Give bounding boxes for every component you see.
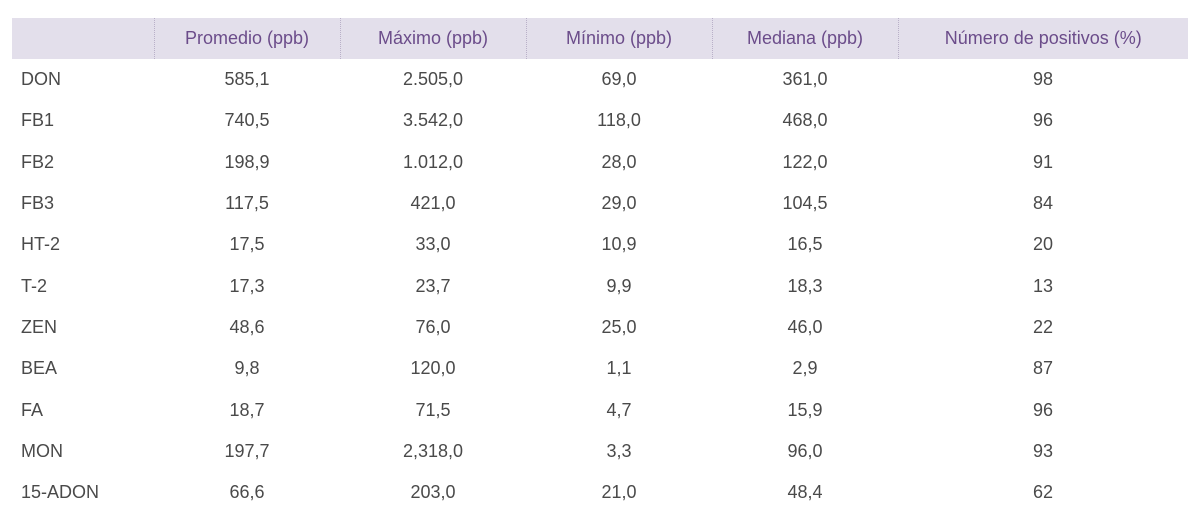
cell-minimo: 4,7 bbox=[606, 399, 632, 420]
table-header-row: Promedio (ppb) Máximo (ppb) Mínimo (ppb)… bbox=[12, 18, 1188, 59]
cell-minimo: 10,9 bbox=[601, 234, 637, 255]
cell-promedio: 585,1 bbox=[224, 69, 270, 90]
table-row: ZEN 48,6 76,0 25,0 46,0 22 bbox=[12, 307, 1188, 348]
cell-positivos: 93 bbox=[1032, 440, 1054, 461]
table-row: DON 585,1 2.505,0 69,0 361,0 98 bbox=[12, 59, 1188, 100]
cell-positivos: 20 bbox=[1032, 234, 1054, 255]
cell-promedio: 17,5 bbox=[229, 234, 265, 255]
cell-mediana: 18,3 bbox=[787, 275, 823, 296]
cell-positivos: 84 bbox=[1032, 193, 1054, 214]
cell-maximo: 203,0 bbox=[410, 482, 456, 503]
cell-minimo: 28,0 bbox=[601, 151, 637, 172]
cell-positivos: 98 bbox=[1032, 69, 1054, 90]
table-row: FA 18,7 71,5 4,7 15,9 96 bbox=[12, 389, 1188, 430]
cell-promedio: 117,5 bbox=[225, 193, 269, 214]
cell-minimo: 21,0 bbox=[601, 482, 637, 503]
cell-minimo: 29,0 bbox=[601, 193, 637, 214]
cell-maximo: 120,0 bbox=[410, 358, 456, 379]
cell-mediana: 96,0 bbox=[787, 440, 823, 461]
cell-mycotoxin: FA bbox=[21, 399, 44, 420]
header-maximo: Máximo (ppb) bbox=[339, 18, 526, 59]
cell-minimo: 9,9 bbox=[606, 275, 632, 296]
cell-mycotoxin: 15-ADON bbox=[21, 482, 100, 503]
table-row: 15-ADON 66,6 203,0 21,0 48,4 62 bbox=[12, 472, 1188, 513]
cell-mycotoxin: HT-2 bbox=[21, 234, 61, 255]
cell-promedio: 197,7 bbox=[224, 440, 270, 461]
table-row: HT-2 17,5 33,0 10,9 16,5 20 bbox=[12, 224, 1188, 265]
cell-mycotoxin: BEA bbox=[21, 358, 58, 379]
table-row: FB1 740,5 3.542,0 118,0 468,0 96 bbox=[12, 100, 1188, 141]
cell-maximo: 23,7 bbox=[415, 275, 451, 296]
header-mediana: Mediana (ppb) bbox=[711, 18, 898, 59]
cell-mycotoxin: FB2 bbox=[21, 151, 55, 172]
table-row: BEA 9,8 120,0 1,1 2,9 87 bbox=[12, 348, 1188, 389]
cell-minimo: 3,3 bbox=[606, 440, 632, 461]
cell-mediana: 16,5 bbox=[787, 234, 823, 255]
cell-promedio: 66,6 bbox=[229, 482, 265, 503]
header-mycotoxin bbox=[12, 18, 154, 59]
cell-minimo: 25,0 bbox=[601, 316, 637, 337]
cell-mediana: 15,9 bbox=[787, 399, 823, 420]
cell-maximo: 71,5 bbox=[415, 399, 451, 420]
cell-mediana: 48,4 bbox=[787, 482, 823, 503]
cell-mycotoxin: T-2 bbox=[21, 275, 48, 296]
cell-positivos: 62 bbox=[1032, 482, 1054, 503]
table-row: T-2 17,3 23,7 9,9 18,3 13 bbox=[12, 265, 1188, 306]
cell-positivos: 22 bbox=[1032, 316, 1054, 337]
cell-maximo: 2.505,0 bbox=[402, 69, 464, 90]
header-minimo: Mínimo (ppb) bbox=[525, 18, 712, 59]
cell-maximo: 33,0 bbox=[415, 234, 451, 255]
mycotoxin-table-container: Promedio (ppb) Máximo (ppb) Mínimo (ppb)… bbox=[12, 18, 1188, 513]
cell-promedio: 740,5 bbox=[224, 110, 270, 131]
cell-mediana: 2,9 bbox=[792, 358, 818, 379]
cell-mediana: 361,0 bbox=[782, 69, 828, 90]
cell-mediana: 468,0 bbox=[782, 110, 828, 131]
cell-promedio: 198,9 bbox=[224, 151, 270, 172]
cell-promedio: 48,6 bbox=[229, 316, 265, 337]
cell-positivos: 96 bbox=[1032, 110, 1054, 131]
cell-promedio: 17,3 bbox=[229, 275, 265, 296]
header-positivos: Número de positivos (%) bbox=[897, 18, 1188, 59]
mycotoxin-table: Promedio (ppb) Máximo (ppb) Mínimo (ppb)… bbox=[12, 18, 1188, 513]
table-body: DON 585,1 2.505,0 69,0 361,0 98 FB1 740,5 3.542,… bbox=[12, 59, 1188, 513]
table-row: FB3 117,5 421,0 29,0 104,5 84 bbox=[12, 183, 1188, 224]
cell-positivos: 91 bbox=[1032, 151, 1054, 172]
cell-maximo: 3.542,0 bbox=[402, 110, 464, 131]
cell-mediana: 104,5 bbox=[782, 193, 828, 214]
cell-mycotoxin: FB1 bbox=[21, 110, 55, 131]
cell-mediana: 46,0 bbox=[787, 316, 823, 337]
cell-mediana: 122,0 bbox=[782, 151, 828, 172]
cell-mycotoxin: ZEN bbox=[21, 316, 57, 337]
cell-maximo: 1.012,0 bbox=[402, 151, 464, 172]
cell-maximo: 421,0 bbox=[410, 193, 456, 214]
cell-promedio: 18,7 bbox=[229, 399, 265, 420]
cell-mycotoxin: DON bbox=[21, 69, 61, 90]
table-row: MON 197,7 2,318,0 3,3 96,0 93 bbox=[12, 431, 1188, 472]
cell-minimo: 69,0 bbox=[601, 69, 637, 90]
cell-positivos: 87 bbox=[1032, 358, 1054, 379]
cell-positivos: 13 bbox=[1032, 275, 1054, 296]
cell-maximo: 76,0 bbox=[415, 316, 451, 337]
cell-minimo: 1,1 bbox=[606, 358, 632, 379]
cell-positivos: 96 bbox=[1032, 399, 1054, 420]
cell-mycotoxin: FB3 bbox=[21, 193, 55, 214]
cell-maximo: 2,318,0 bbox=[402, 440, 464, 461]
header-promedio: Promedio (ppb) bbox=[153, 18, 340, 59]
cell-promedio: 9,8 bbox=[234, 358, 260, 379]
cell-mycotoxin: MON bbox=[21, 440, 63, 461]
cell-minimo: 118,0 bbox=[597, 110, 641, 131]
table-row: FB2 198,9 1.012,0 28,0 122,0 91 bbox=[12, 142, 1188, 183]
